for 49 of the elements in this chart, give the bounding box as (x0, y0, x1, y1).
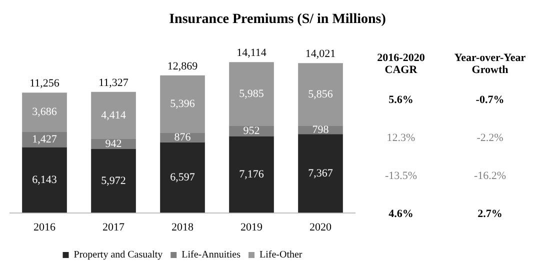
data-label: 1,427 (32, 133, 58, 146)
bar (91, 149, 136, 213)
bar (91, 92, 136, 139)
data-label: 798 (312, 124, 330, 136)
data-label: 5,856 (308, 88, 334, 100)
bar (229, 136, 274, 213)
bar (22, 147, 67, 213)
text: -2.2% (476, 132, 504, 146)
text: 2.7% (476, 208, 504, 222)
data-label: 5,985 (239, 88, 264, 100)
data-label: 3,686 (32, 106, 58, 118)
bar (229, 62, 274, 126)
chart-title: Insurance Premiums (S/ in Millions) (168, 12, 387, 28)
text: 5.6% (388, 94, 414, 108)
data-label: 7,367 (308, 167, 334, 180)
data-label: 7,176 (239, 168, 264, 180)
legend-label: Life-Other (259, 250, 303, 261)
x-tick-label: 2020 (310, 221, 332, 234)
text: 2016-2020 CAGR (376, 52, 426, 78)
total-label: 12,869 (167, 60, 198, 72)
data-label: 952 (243, 125, 260, 138)
total-label: 14,021 (305, 48, 336, 60)
total-label: 14,114 (236, 47, 267, 60)
bar (160, 142, 205, 213)
data-label: 5,972 (101, 174, 126, 187)
total-label: 11,256 (30, 78, 60, 90)
text: -16.2% (472, 170, 508, 184)
text: 4.6% (388, 208, 414, 222)
data-label: 6,597 (170, 171, 196, 184)
bar (298, 134, 343, 213)
data-label: 4,414 (101, 109, 126, 122)
total-label: 11,327 (98, 76, 129, 89)
x-tick-label: 2019 (240, 221, 263, 234)
x-tick-label: 2018 (172, 221, 194, 234)
text: Year-over-Year Growth (453, 52, 527, 78)
data-label: 5,396 (170, 98, 196, 110)
legend-label: Property and Casualty (74, 250, 163, 261)
text: 12.3% (386, 132, 416, 146)
bar (22, 92, 67, 132)
data-label: 876 (174, 132, 192, 144)
bar (160, 75, 205, 134)
bar (298, 63, 343, 126)
text: -13.5% (384, 170, 418, 184)
data-label: 6,143 (32, 174, 58, 186)
data-label: 942 (105, 138, 122, 150)
x-tick-label: 2016 (34, 221, 56, 234)
x-tick-label: 2017 (102, 221, 125, 234)
text: -0.7% (474, 94, 506, 108)
legend-label: Life-Annuities (182, 250, 241, 261)
